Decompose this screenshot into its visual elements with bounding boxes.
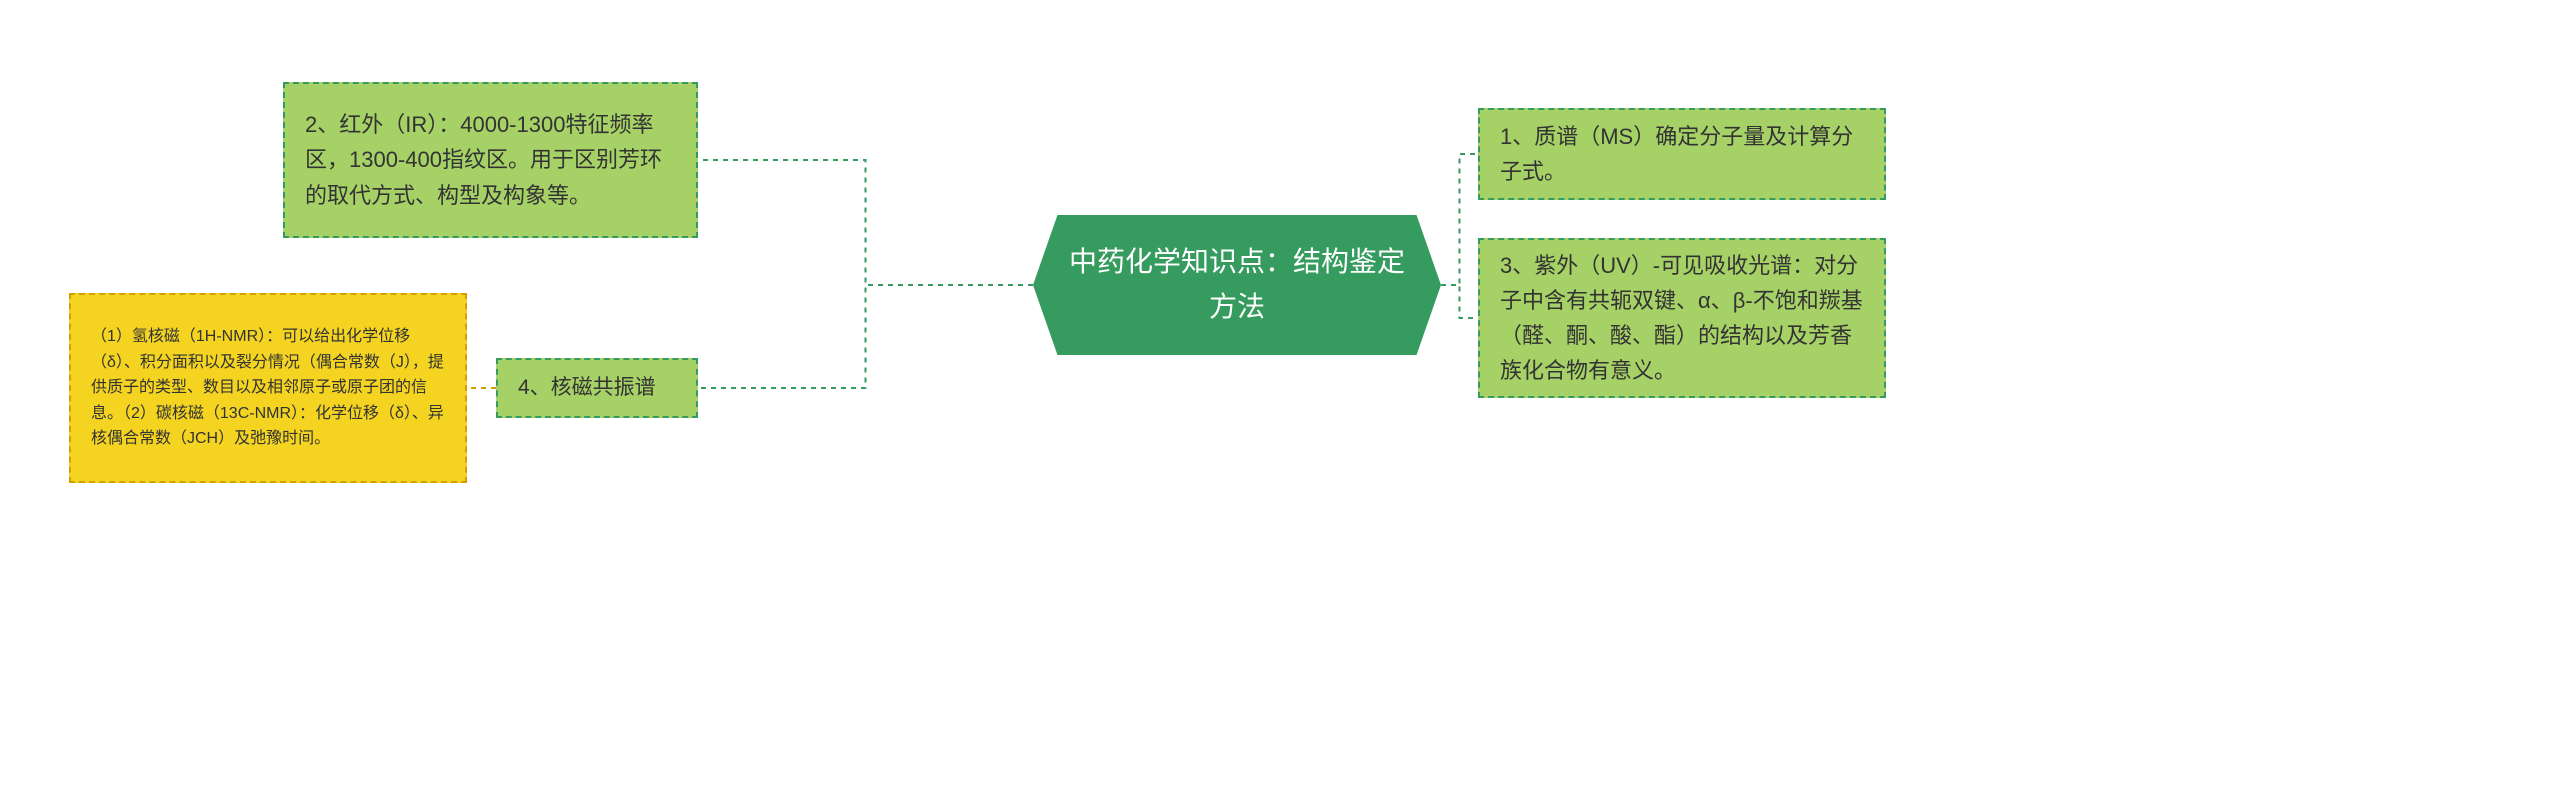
center-node: 中药化学知识点：结构鉴定方法 [1033, 215, 1441, 355]
node-nmr-detail: （1）氢核磁（1H-NMR）：可以给出化学位移（δ）、积分面积以及裂分情况（偶合… [69, 293, 467, 483]
node-uv: 3、紫外（UV）-可见吸收光谱：对分子中含有共轭双键、α、β-不饱和羰基（醛、酮… [1478, 238, 1886, 398]
node-ms: 1、质谱（MS）确定分子量及计算分子式。 [1478, 108, 1886, 200]
node-nmr: 4、核磁共振谱 [496, 358, 698, 418]
node-ir: 2、红外（IR）：4000-1300特征频率区，1300-400指纹区。用于区别… [283, 82, 698, 238]
